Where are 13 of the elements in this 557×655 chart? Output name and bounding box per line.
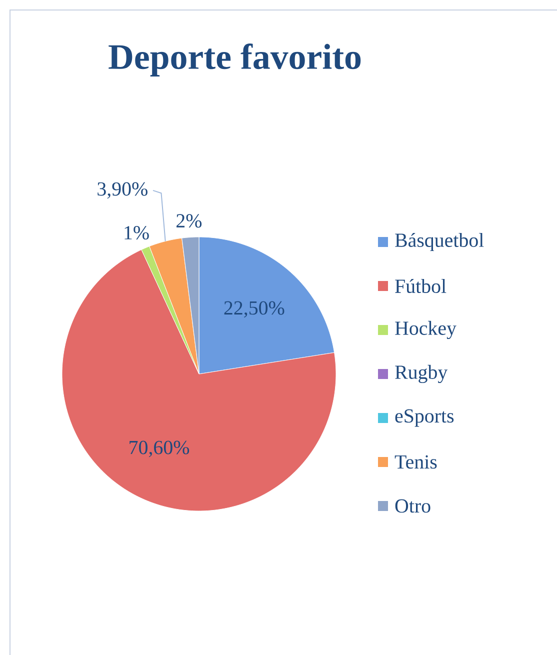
chart-title: Deporte favorito — [108, 44, 361, 76]
data-label: 22,50% — [224, 301, 284, 318]
data-label: 2% — [176, 214, 202, 228]
data-label: 1% — [124, 226, 149, 240]
data-label: 70,60% — [130, 440, 190, 458]
legend-label: eSports — [395, 409, 454, 427]
legend-label: Otro — [395, 499, 430, 513]
legend-label: Rugby — [395, 364, 448, 384]
legend-label: Básquetbol — [395, 232, 484, 252]
legend-label: Hockey — [395, 320, 456, 340]
data-label: 3,90% — [98, 182, 148, 199]
legend-label: Tenis — [394, 455, 437, 469]
legend-label: Fútbol — [395, 278, 446, 294]
